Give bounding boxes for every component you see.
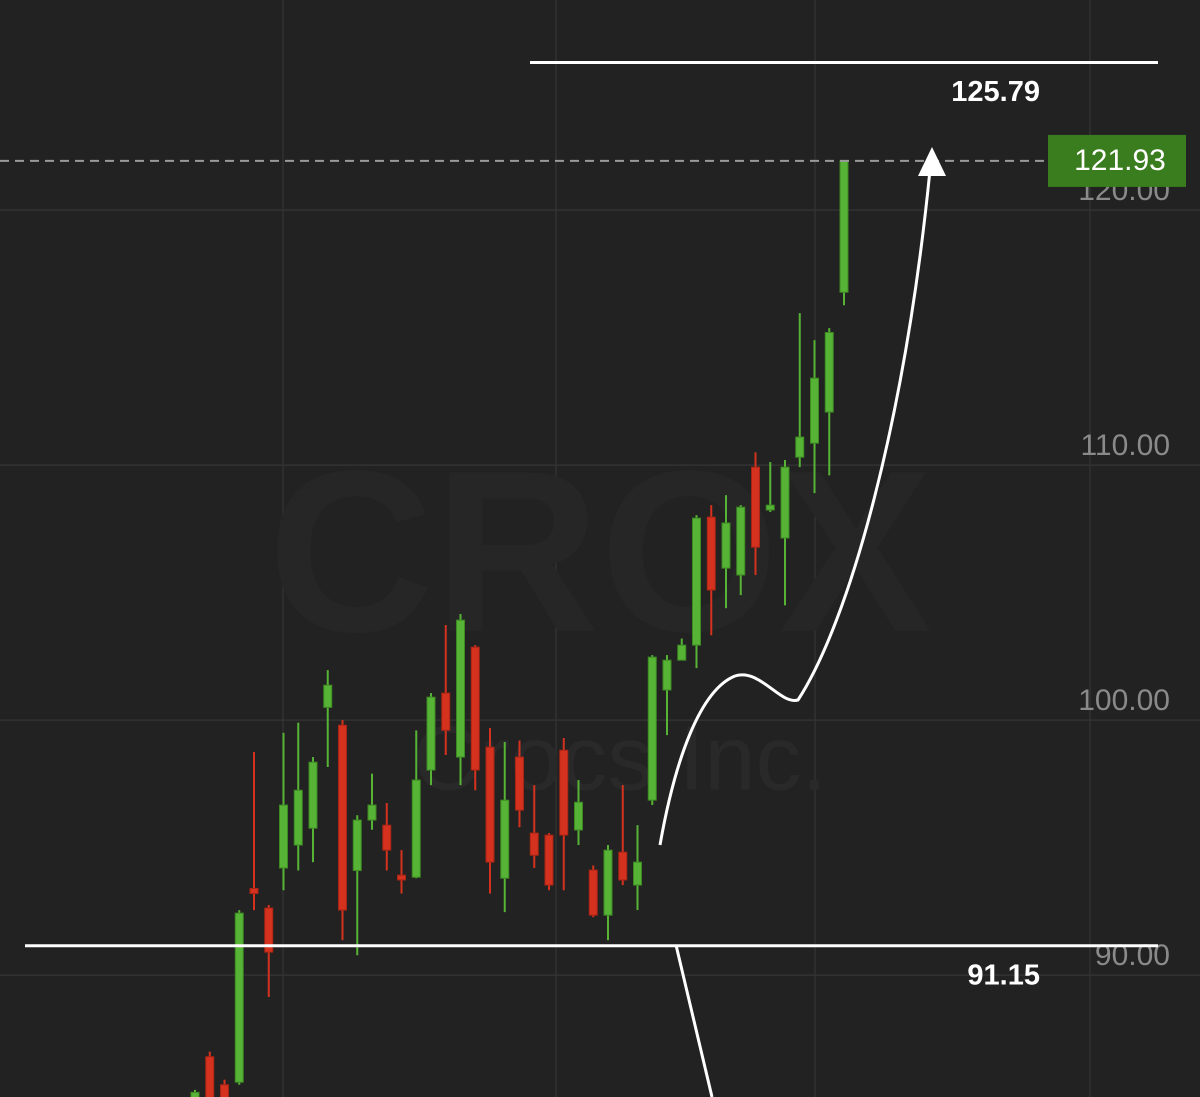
candle-body	[692, 517, 701, 646]
candle-body	[515, 756, 524, 811]
level-label: 125.79	[951, 76, 1040, 108]
candle-body	[529, 832, 539, 856]
last-price-label: 121.93	[1074, 144, 1166, 177]
watermark: CROX	[268, 423, 933, 680]
candle-body	[264, 907, 274, 953]
candle-body	[308, 761, 318, 829]
candle-body	[456, 619, 465, 758]
level-label: 91.15	[967, 959, 1040, 991]
candle-body	[367, 804, 377, 821]
candle-body	[544, 834, 554, 886]
last-price-box	[1048, 134, 1186, 187]
candle-body	[234, 912, 244, 1083]
candle-body	[411, 779, 421, 878]
candle-body	[441, 692, 451, 731]
y-tick-label: 90.00	[1095, 939, 1170, 972]
candle-body	[485, 746, 495, 863]
candles	[190, 160, 849, 1097]
annotation-arrows	[658, 147, 946, 1097]
up-arrow	[658, 169, 932, 846]
candle-body	[190, 1091, 200, 1097]
arrow-head	[918, 147, 946, 176]
candle-body	[574, 801, 583, 831]
candle-body	[470, 646, 480, 771]
candle-body	[780, 466, 790, 539]
candle-body	[500, 799, 510, 879]
candle-body	[352, 819, 362, 872]
candle-body	[293, 789, 303, 846]
candle-body	[397, 874, 406, 881]
candle-body	[765, 504, 775, 511]
y-tick-label: 110.00	[1080, 429, 1170, 462]
candle-body	[677, 644, 687, 661]
candle-body	[795, 436, 805, 458]
candle-body	[220, 1084, 229, 1097]
candle-body	[662, 659, 672, 691]
y-tick-label: 100.00	[1078, 684, 1170, 717]
candle-body	[706, 516, 716, 591]
candle-body	[426, 696, 436, 771]
candle-body	[647, 656, 657, 801]
candle-body	[323, 684, 333, 708]
candle-body	[824, 332, 834, 413]
candle-body	[205, 1056, 215, 1097]
candle-body	[603, 849, 613, 916]
candle-body	[588, 869, 598, 916]
candle-body	[249, 887, 259, 895]
candle-body	[736, 506, 746, 576]
candle-body	[810, 377, 819, 444]
down-line	[674, 944, 714, 1097]
candle-body	[279, 804, 288, 869]
candle-body	[839, 160, 849, 293]
candle-body	[618, 851, 628, 881]
candle-body	[721, 522, 731, 569]
watermark-subtitle: Crocs Inc.	[413, 707, 827, 809]
candle-body	[751, 466, 760, 548]
candle-body	[382, 824, 392, 851]
candle-body	[338, 724, 347, 911]
candle-body	[633, 861, 642, 886]
overlay: 121.93 125.79 91.15	[0, 60, 1186, 991]
candle-body	[559, 749, 569, 836]
